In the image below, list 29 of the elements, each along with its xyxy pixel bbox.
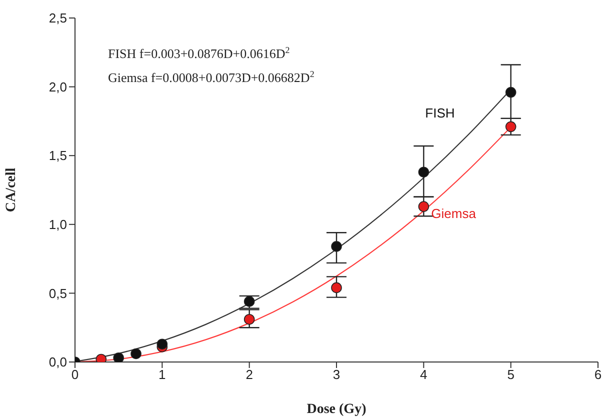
point [244,314,255,325]
x-tick-label: 6 [594,367,602,382]
point [331,282,342,294]
y-tick-label: 0,5 [48,286,67,301]
x-tick-label: 4 [420,367,428,382]
x-tick-label: 5 [507,367,514,382]
y-tick-label: 1,0 [48,217,67,232]
x-tick-label: 1 [158,367,166,382]
series-label: Giemsa [431,206,477,221]
point [505,86,516,98]
y-tick-label: 1,5 [48,148,67,164]
annotation: FISH f=0.003+0.0876D+0.0616D$^{2}$ [108,45,290,61]
annotation: Giemsa f=0.0008+0.0073D+0.06682D$^{2}$ [108,69,314,85]
y-tick-label: 2,0 [48,79,67,94]
point [130,348,142,360]
x-tick-label: 2 [246,367,253,382]
y-tick-label: 0,0 [48,354,67,370]
y-axis-title: CA/cell [4,168,19,212]
point [418,201,430,212]
point [331,241,342,252]
y-tick-label: 2,5 [48,10,67,26]
text: FISH [425,106,455,121]
x-axis-title: Dose (Gy) [306,402,367,417]
point [505,121,516,132]
x-tick-label: 0 [71,367,79,382]
point [418,166,430,178]
point [156,338,168,350]
point [113,352,124,362]
x-tick-label: 3 [332,367,340,382]
